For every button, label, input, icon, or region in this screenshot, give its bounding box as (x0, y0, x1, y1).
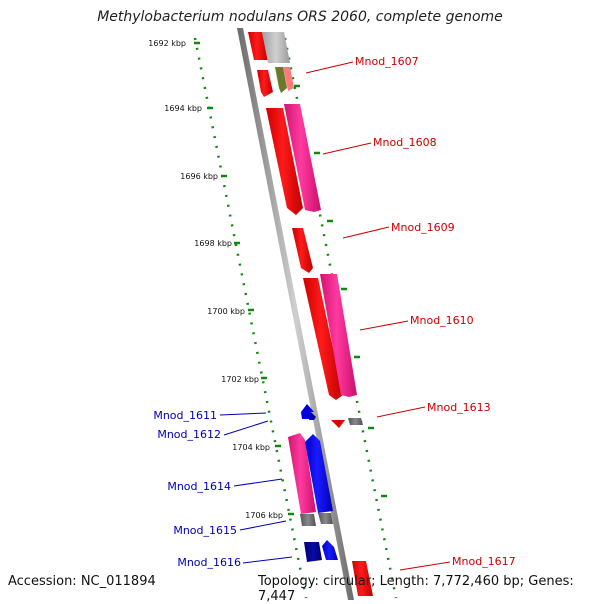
gene-label-mnod-1607[interactable]: Mnod_1607 (355, 55, 419, 68)
gene-feature-mnod-1610a[interactable] (303, 278, 343, 400)
tick-label: 1700 kbp (207, 307, 245, 316)
gene-label-mnod-1611[interactable]: Mnod_1611 (153, 409, 217, 422)
gene-feature-forward[interactable] (262, 32, 290, 63)
tick-marks-outer (294, 84, 387, 498)
gene-feature-forward[interactable] (257, 70, 273, 97)
forward-leader-lines (305, 61, 451, 571)
gene-feature-mnod-1616b[interactable] (322, 540, 338, 560)
tick-label: 1696 kbp (180, 172, 218, 181)
feature-layer (248, 32, 373, 596)
tick-label: 1694 kbp (164, 104, 202, 113)
gene-feature-forward[interactable] (248, 32, 268, 60)
gene-label-mnod-1613[interactable]: Mnod_1613 (427, 401, 491, 414)
tick-label: 1692 kbp (148, 39, 186, 48)
gene-feature-mnod-1610b[interactable] (320, 274, 357, 397)
gene-labels: Mnod_1607 Mnod_1608 Mnod_1609 Mnod_1610 … (153, 55, 515, 569)
gene-label-mnod-1608[interactable]: Mnod_1608 (373, 136, 437, 149)
tick-label: 1704 kbp (232, 443, 270, 452)
gene-feature-forward[interactable] (283, 67, 294, 91)
gene-feature-mnod-1613b[interactable] (348, 418, 363, 425)
gene-feature-mnod-1612[interactable] (309, 412, 316, 420)
gene-label-mnod-1616[interactable]: Mnod_1616 (177, 556, 241, 569)
tick-labels: 1692 kbp 1694 kbp 1696 kbp 1698 kbp 1700… (148, 39, 283, 520)
gene-feature-mnod-1614b[interactable] (305, 434, 333, 513)
gene-feature-mnod-1608a[interactable] (266, 108, 303, 215)
tick-label: 1702 kbp (221, 375, 259, 384)
gene-feature-forward[interactable] (275, 67, 287, 93)
tick-marks (194, 41, 294, 516)
accession-text: Accession: NC_011894 (8, 574, 156, 589)
gene-label-mnod-1612[interactable]: Mnod_1612 (157, 428, 221, 441)
tick-label: 1706 kbp (245, 511, 283, 520)
tick-label: 1698 kbp (194, 239, 232, 248)
gene-feature-mnod-1616a[interactable] (304, 542, 322, 562)
gene-feature-mnod-1614a[interactable] (288, 433, 316, 514)
gene-label-mnod-1617[interactable]: Mnod_1617 (452, 555, 516, 568)
gene-feature-mnod-1617[interactable] (352, 561, 373, 596)
gene-feature-mnod-1608b[interactable] (284, 104, 321, 212)
gene-label-mnod-1614[interactable]: Mnod_1614 (167, 480, 231, 493)
reverse-leader-lines (219, 412, 293, 564)
gene-feature-mnod-1613[interactable] (331, 420, 345, 428)
gene-label-mnod-1615[interactable]: Mnod_1615 (173, 524, 237, 537)
genome-backbone (237, 28, 354, 600)
gene-label-mnod-1610[interactable]: Mnod_1610 (410, 314, 474, 327)
gene-feature-mnod-1615[interactable] (300, 514, 316, 526)
gene-feature-mnod-1615b[interactable] (318, 513, 333, 524)
map-title: Methylobacterium nodulans ORS 2060, comp… (97, 9, 503, 25)
gene-feature-mnod-1609[interactable] (292, 228, 313, 273)
gene-label-mnod-1609[interactable]: Mnod_1609 (391, 221, 455, 234)
